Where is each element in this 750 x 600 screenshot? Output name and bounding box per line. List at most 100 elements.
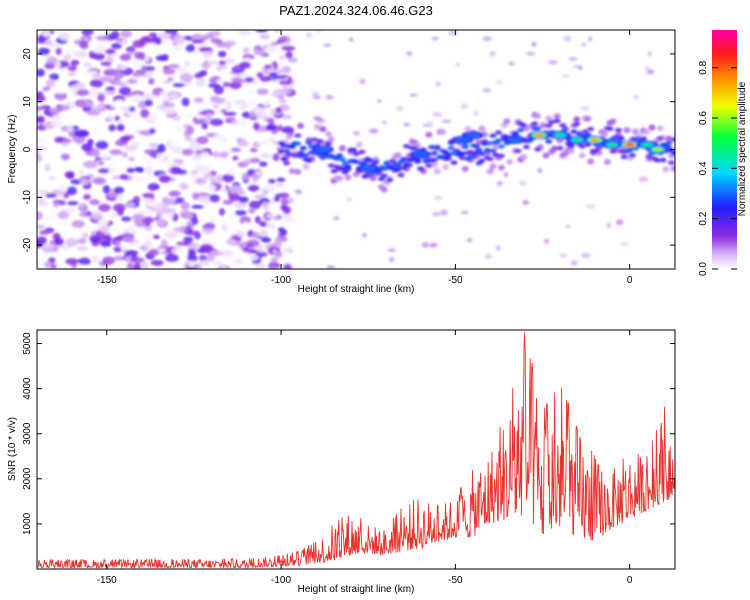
- heatmap-cell: [573, 121, 581, 127]
- heatmap-cell: [193, 97, 204, 103]
- heatmap-cell: [156, 104, 167, 111]
- colorbar: 0.0 0.2 0.4 0.6 0.8 Normalized spectral ampl…: [698, 30, 748, 276]
- heatmap-cell: [486, 156, 494, 162]
- heatmap-cell: [195, 78, 207, 87]
- heatmap-cell: [37, 106, 45, 111]
- heatmap-cell: [616, 219, 624, 226]
- heatmap-cell: [581, 252, 591, 259]
- heatmap-cell: [277, 94, 285, 100]
- heatmap-cell: [186, 125, 195, 135]
- heatmap-cell: [37, 36, 46, 44]
- heatmap-cell: [64, 171, 76, 179]
- heatmap-cell: [64, 50, 78, 55]
- heatmap-cell: [111, 175, 122, 180]
- heatmap-cell: [146, 175, 156, 180]
- heatmap-cell: [261, 237, 272, 243]
- heatmap-cell: [62, 138, 72, 144]
- heatmap-cell: [118, 86, 132, 95]
- heatmap-cell: [198, 255, 208, 262]
- heatmap-cell: [280, 156, 288, 162]
- heatmap-cell: [99, 76, 114, 83]
- heatmap-cell: [369, 175, 377, 182]
- heatmap-cell: [256, 72, 264, 79]
- heatmap-cell: [543, 238, 550, 244]
- heatmap-cell: [601, 130, 609, 137]
- heatmap-cell: [67, 65, 77, 72]
- heatmap-cell: [316, 138, 324, 144]
- heatmap-cell: [175, 169, 188, 175]
- heatmap-cell: [157, 247, 166, 253]
- figure-title: PAZ1.2024.324.06.46.G23: [279, 3, 433, 18]
- heatmap-cell: [113, 246, 122, 253]
- heatmap-cell: [263, 204, 269, 211]
- heatmap-cell: [647, 50, 653, 57]
- heatmap-cell: [662, 166, 670, 173]
- heatmap-cell: [225, 238, 237, 246]
- heatmap-cell: [156, 152, 166, 161]
- x-tick-label: -50: [448, 575, 463, 586]
- heatmap-cell: [133, 262, 142, 269]
- heatmap-cell: [388, 257, 395, 262]
- heatmap-cell: [484, 253, 493, 259]
- heatmap-cell: [192, 217, 199, 225]
- heatmap-cell: [142, 216, 155, 224]
- heatmap-cell: [570, 260, 578, 266]
- heatmap-cell: [435, 81, 441, 87]
- heatmap-cell: [158, 175, 172, 183]
- heatmap-cell: [352, 159, 360, 164]
- heatmap-cell: [104, 48, 116, 55]
- heatmap-cell: [113, 203, 126, 213]
- heatmap-cell: [222, 250, 233, 258]
- heatmap-cell: [131, 140, 141, 146]
- heatmap-cell: [219, 103, 232, 108]
- heatmap-cell: [230, 147, 242, 153]
- heatmap-cell: [341, 169, 349, 175]
- heatmap-cell: [568, 57, 578, 61]
- heatmap-cell: [63, 192, 70, 199]
- heatmap-cell: [126, 225, 136, 234]
- heatmap-cell: [49, 73, 60, 81]
- heatmap-cell: [91, 132, 99, 138]
- heatmap-cell: [266, 222, 277, 230]
- heatmap-cell: [520, 154, 528, 161]
- heatmap-cell: [131, 214, 145, 222]
- heatmap-cell: [248, 254, 259, 261]
- heatmap-cell: [89, 79, 104, 88]
- heatmap-cell: [623, 127, 631, 134]
- heatmap-cell: [210, 118, 224, 126]
- heatmap-cell: [253, 106, 263, 115]
- heatmap-cell: [124, 144, 138, 152]
- snr-y-label: SNR (10 * v/v): [7, 417, 18, 481]
- heatmap-x-label: Height of straight line (km): [298, 284, 415, 295]
- heatmap-cell: [220, 137, 228, 143]
- heatmap-peak: [606, 142, 619, 147]
- heatmap-cell: [234, 79, 246, 84]
- heatmap-cell: [52, 177, 64, 187]
- heatmap-cell: [448, 30, 458, 36]
- heatmap-cell: [91, 211, 103, 220]
- heatmap-y-axis: -20 -10 0 10 20: [22, 48, 675, 252]
- heatmap-cell: [62, 220, 71, 228]
- heatmap-cell: [109, 149, 123, 156]
- heatmap-cell: [99, 225, 110, 234]
- heatmap-cell: [74, 129, 88, 138]
- heatmap-cell: [492, 143, 500, 150]
- heatmap-cell: [489, 163, 497, 170]
- heatmap-cell: [89, 40, 98, 50]
- heatmap-cell: [45, 78, 56, 88]
- heatmap-cell: [108, 124, 116, 132]
- heatmap-cell: [230, 226, 239, 236]
- heatmap-cell: [185, 112, 193, 118]
- heatmap-cell: [294, 141, 302, 146]
- heatmap-cell: [173, 197, 185, 204]
- heatmap-cell: [74, 99, 88, 108]
- heatmap-cell: [432, 212, 441, 217]
- heatmap-cell: [225, 43, 232, 50]
- heatmap-cell: [585, 204, 596, 209]
- x-tick-label: -100: [271, 575, 291, 586]
- heatmap-cell: [37, 95, 46, 102]
- heatmap-cell: [232, 155, 239, 161]
- heatmap-cell: [389, 166, 397, 171]
- heatmap-cell: [232, 132, 241, 138]
- heatmap-cell: [260, 153, 275, 158]
